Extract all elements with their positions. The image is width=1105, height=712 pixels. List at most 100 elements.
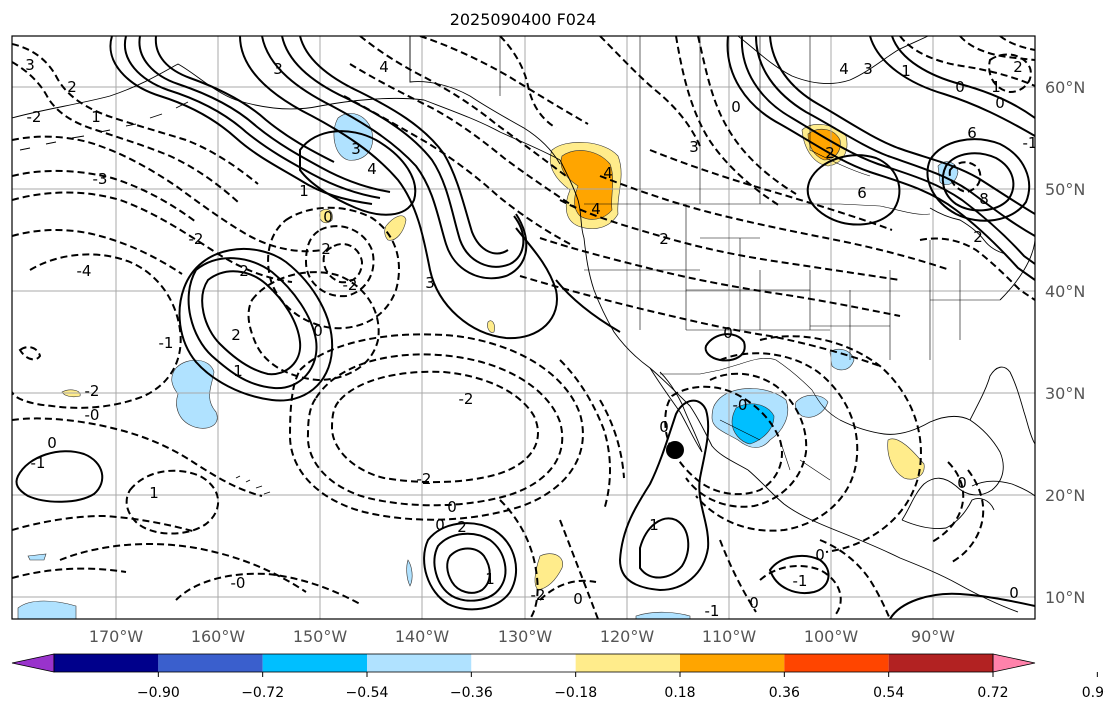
map-title: 2025090400 F024 xyxy=(450,10,597,29)
dashed-contours xyxy=(12,36,1035,619)
colorbar-ticks xyxy=(157,672,1098,677)
contour-label: -1 xyxy=(793,572,808,590)
lat-label: 60°N xyxy=(1045,78,1085,97)
coastlines xyxy=(12,36,1035,613)
contour-label: 1 xyxy=(649,516,659,534)
contour-label: 1 xyxy=(299,182,309,200)
colorbar-segment xyxy=(471,654,576,672)
contour-solid xyxy=(869,36,1035,137)
contour-dashed xyxy=(649,149,893,231)
colorbar-segment xyxy=(158,654,263,672)
positive-anomaly-region xyxy=(384,215,407,241)
contour-label: 1 xyxy=(485,570,495,588)
contour-dashed xyxy=(499,36,557,129)
contour-label: 4 xyxy=(591,200,601,218)
colorbar-extend-high xyxy=(992,653,1036,673)
contour-dashed xyxy=(559,519,599,619)
positive-anomaly-region xyxy=(487,320,495,333)
contour-solid xyxy=(299,36,509,255)
contour-dashed xyxy=(12,43,259,185)
contour-solid xyxy=(154,36,335,163)
contour-solid xyxy=(941,152,1015,212)
negative-anomaly-region xyxy=(829,348,855,371)
contour-label: 3 xyxy=(351,140,361,158)
contour-solid xyxy=(726,36,1035,281)
contour-label: 3 xyxy=(863,60,873,78)
colorbar-segment xyxy=(888,654,993,672)
contour-solid xyxy=(239,36,558,340)
contour-solid xyxy=(926,138,1031,222)
contour-solid xyxy=(806,154,901,226)
contour-label: -2 xyxy=(459,390,474,408)
contour-label: -2 xyxy=(417,470,432,488)
contour-dashed xyxy=(12,514,197,533)
contour-solid xyxy=(201,270,302,376)
contour-label: 2 xyxy=(659,230,669,248)
contour-label: 0 xyxy=(957,474,967,492)
lat-label: 20°N xyxy=(1045,486,1085,505)
contour-label: -4 xyxy=(77,262,92,280)
contour-dashed xyxy=(306,353,564,507)
contour-solid xyxy=(109,36,373,205)
negative-anomaly-region xyxy=(17,600,77,619)
colorbar-extend-low xyxy=(11,653,55,673)
solid-contours xyxy=(15,36,1035,619)
contour-label: 2 xyxy=(239,262,249,280)
contour-label: 2 xyxy=(67,78,77,96)
contour-dashed xyxy=(247,271,380,382)
contour-label: 4 xyxy=(839,60,849,78)
contour-dashed xyxy=(343,95,571,245)
contour-label: -1 xyxy=(705,602,720,620)
contour-dashed xyxy=(12,61,239,203)
contour-label: -1 xyxy=(1023,134,1038,152)
contour-label: 2 xyxy=(973,228,983,246)
colorbar-tick-label: −0.18 xyxy=(554,685,597,701)
contour-solid xyxy=(261,36,528,280)
contour-solid xyxy=(446,547,491,594)
contour-dashed xyxy=(999,36,1035,51)
contour-dashed xyxy=(948,161,982,194)
contour-dashed xyxy=(359,36,567,177)
colorbar-segment xyxy=(784,654,889,672)
contour-label: 0 xyxy=(447,498,457,516)
positive-anomaly-region xyxy=(534,553,563,591)
yucatan-coast xyxy=(901,498,995,529)
contour-dashed xyxy=(304,225,375,298)
contour-dashed xyxy=(664,385,783,496)
contour-dashed xyxy=(12,135,323,253)
colorbar-tick-label: −0.36 xyxy=(450,685,493,701)
contour-dashed xyxy=(419,36,589,125)
contour-label: -0 xyxy=(231,574,246,592)
strong-positive-anomaly-region xyxy=(807,128,841,161)
negative-anomaly-region xyxy=(406,559,413,587)
contour-dashed xyxy=(349,63,577,209)
contour-dashed xyxy=(330,370,539,484)
contour-label: 0 xyxy=(749,594,759,612)
lat-label: 10°N xyxy=(1045,588,1085,607)
contour-solid xyxy=(423,522,518,611)
colorbar-segment xyxy=(367,654,472,672)
contour-label: 3 xyxy=(689,138,699,156)
positive-anomaly-region xyxy=(319,208,333,224)
contour-label: -2 xyxy=(531,586,546,604)
strong-positive-anomaly-region xyxy=(560,150,614,220)
storm-center-dot xyxy=(666,441,684,459)
contour-label: -2 xyxy=(85,382,100,400)
contour-dashed xyxy=(539,579,597,601)
mexico-pacific-coast xyxy=(747,469,1019,613)
hudson-bay-coast xyxy=(737,36,929,84)
contour-label: -1 xyxy=(31,454,46,472)
contour-label: 1 xyxy=(233,362,243,380)
lon-label: 130°W xyxy=(498,627,553,646)
contour-label: 4 xyxy=(603,164,613,182)
lat-label: 50°N xyxy=(1045,180,1085,199)
contour-dashed xyxy=(267,206,400,330)
contour-label: 3 xyxy=(425,274,435,292)
us-mexico-border xyxy=(660,358,841,421)
colorbar-segment xyxy=(54,654,159,672)
contour-dashed xyxy=(675,36,781,207)
contour-dashed xyxy=(18,346,42,361)
graticule xyxy=(12,36,1035,619)
contour-label: 6 xyxy=(967,124,977,142)
lon-label: 90°W xyxy=(911,627,955,646)
